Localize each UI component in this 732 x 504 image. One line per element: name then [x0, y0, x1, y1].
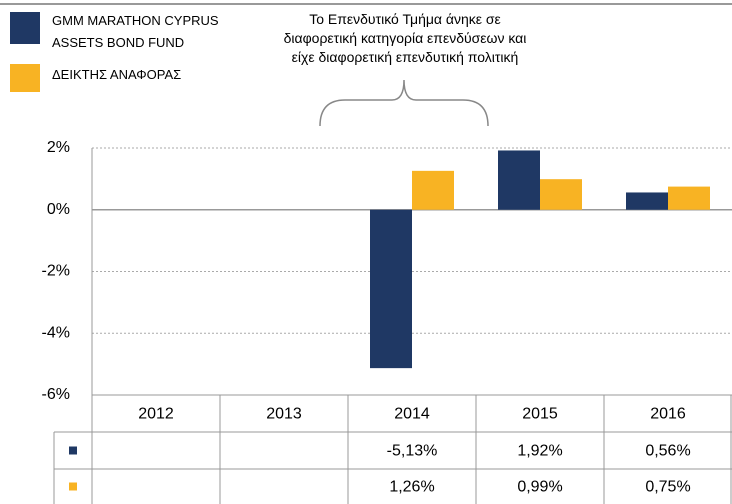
x-tick-label: 2012 — [138, 406, 174, 423]
y-tick-label: -4% — [42, 324, 70, 341]
bar — [498, 150, 540, 210]
legend-swatch — [10, 64, 40, 92]
table-swatch — [69, 446, 77, 455]
table-value: 1,26% — [389, 479, 434, 496]
x-tick-label: 2016 — [650, 406, 686, 423]
table-value: 1,92% — [517, 443, 562, 460]
table-swatch — [69, 482, 77, 491]
annotation-line: Το Επενδυτικό Τμήμα άνηκε σε — [309, 11, 501, 27]
y-tick-label: 0% — [47, 201, 70, 218]
bar — [412, 170, 454, 210]
annotation-line: διαφορετική κατηγορία επενδύσεων και — [283, 30, 527, 46]
x-tick-label: 2013 — [266, 406, 302, 423]
table-value: 0,56% — [645, 443, 690, 460]
bar — [540, 179, 582, 210]
legend-label: GMM MARATHON CYPRUS ASSETS BOND FUND — [52, 13, 219, 50]
table-value: 0,99% — [517, 479, 562, 496]
y-tick-label: -6% — [42, 386, 70, 403]
y-tick-label: 2% — [47, 139, 70, 156]
legend-swatch — [10, 12, 40, 44]
annotation: Το Επενδυτικό Τμήμα άνηκε σε διαφορετική … — [250, 10, 560, 67]
bar — [626, 192, 668, 210]
bar — [370, 209, 412, 369]
x-tick-label: 2015 — [522, 406, 558, 423]
y-tick-label: -2% — [42, 263, 70, 280]
x-tick-label: 2014 — [394, 406, 430, 423]
legend-label: ΔΕΙΚΤΗΣ ΑΝΑΦΟΡΑΣ — [52, 67, 182, 82]
table-value: 0,75% — [645, 479, 690, 496]
table-value: -5,13% — [387, 443, 438, 460]
brace — [319, 79, 489, 127]
bar — [668, 186, 710, 210]
annotation-line: είχε διαφορετική επενδυτική πολιτική — [291, 49, 519, 65]
